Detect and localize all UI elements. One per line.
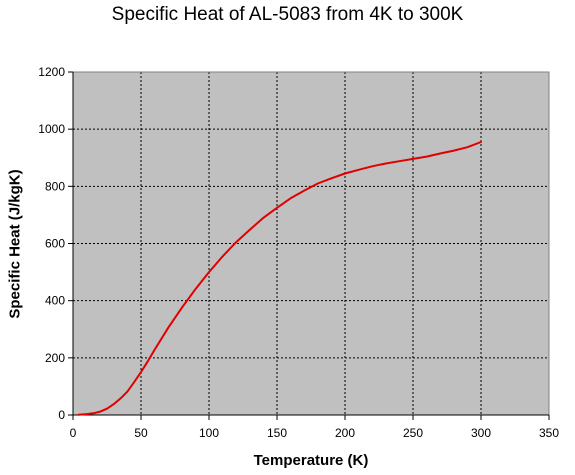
x-axis-ticks: 0 50 100 150 200 250 300 350 <box>70 415 559 440</box>
y-tick-label-6: 1200 <box>38 65 65 79</box>
y-tick-label-3: 600 <box>45 237 65 251</box>
x-tick-label-1: 50 <box>134 426 148 440</box>
x-tick-label-7: 350 <box>539 426 559 440</box>
x-tick-label-0: 0 <box>70 426 77 440</box>
chart-title: Specific Heat of AL-5083 from 4K to 300K <box>111 4 464 25</box>
x-tick-label-2: 100 <box>199 426 219 440</box>
x-tick-label-6: 300 <box>471 426 491 440</box>
y-tick-label-4: 800 <box>45 179 65 193</box>
x-tick-label-4: 200 <box>335 426 355 440</box>
y-axis-label: Specific Heat (J/kgK) <box>6 169 24 319</box>
y-axis-ticks: 0 200 400 600 800 1000 1200 <box>38 65 73 422</box>
x-tick-label-5: 250 <box>403 426 423 440</box>
x-axis-label: Temperature (K) <box>253 452 369 469</box>
y-tick-label-2: 400 <box>45 294 65 308</box>
y-tick-label-5: 1000 <box>38 122 65 136</box>
gridlines <box>73 72 549 415</box>
series-lines <box>77 141 482 416</box>
x-tick-label-3: 150 <box>267 426 287 440</box>
y-tick-label-1: 200 <box>45 351 65 365</box>
y-tick-label-0: 0 <box>58 408 65 422</box>
series-line-0 <box>77 141 482 416</box>
